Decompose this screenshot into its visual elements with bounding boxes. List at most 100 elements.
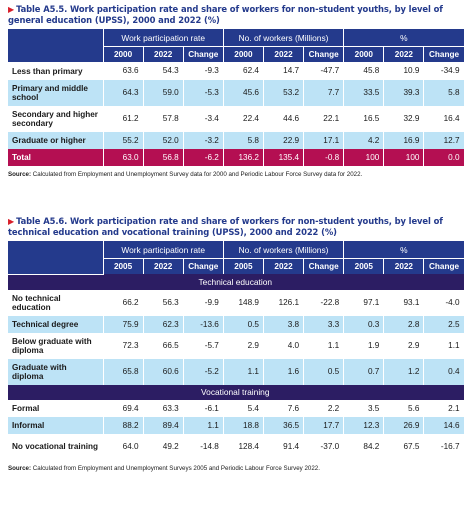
table-cell: 12.3: [343, 416, 385, 434]
table-cell: 56.8: [143, 148, 184, 166]
source-text: Calculated from Employment and Unemploym…: [32, 170, 363, 178]
row-label: Graduate or higher: [8, 131, 104, 149]
column-header: 2022: [383, 258, 425, 274]
table-cell: -47.7: [303, 62, 345, 80]
table-row: Below graduate with diploma 72.3 66.5 -5.7 2…: [8, 332, 465, 359]
row-label: Secondary and higher secondary: [8, 105, 104, 132]
table-cell: 66.5: [143, 332, 184, 359]
table-cell: 4.0: [263, 332, 305, 359]
table-cell: 49.2: [143, 433, 184, 460]
table-cell: -22.8: [303, 289, 345, 316]
table-cell: 89.4: [143, 416, 184, 434]
table-a5-6-block: ▶ Table A5.6. Work participation rate and…: [8, 216, 465, 472]
table-cell: 93.1: [383, 289, 425, 316]
table-cell: 18.8: [223, 416, 264, 434]
table-cell: 65.8: [103, 358, 144, 385]
table-cell: 69.4: [103, 399, 144, 417]
table-cell: 16.4: [423, 105, 465, 132]
row-label: Total: [8, 148, 104, 166]
table-cell: 16.5: [343, 105, 385, 132]
row-label: Below graduate with diploma: [8, 332, 104, 359]
table-a5-5-title: Table A5.5. Work participation rate and …: [8, 4, 443, 25]
table-a5-5-caption: ▶ Table A5.5. Work participation rate and…: [8, 4, 464, 26]
table-cell: 2.2: [303, 399, 345, 417]
table-cell: 2.9: [383, 332, 425, 359]
triangle-right-icon: ▶: [8, 217, 15, 226]
table-cell: 62.4: [223, 62, 264, 80]
group-header: %: [343, 29, 465, 47]
table-cell: 32.9: [383, 105, 425, 132]
table-cell: 64.0: [103, 433, 144, 460]
table-cell: -5.2: [183, 358, 224, 385]
table-cell: 64.3: [103, 79, 144, 106]
table-cell: -6.1: [183, 399, 224, 417]
table-cell: -37.0: [303, 433, 345, 460]
table-cell: 22.4: [223, 105, 264, 132]
table-row: Graduate or higher 55.2 52.0 -3.2 5.8 22.9 17.…: [8, 131, 465, 149]
table-cell: 5.6: [383, 399, 425, 417]
column-header: Change: [183, 258, 224, 274]
table-cell: 91.4: [263, 433, 305, 460]
table-cell: 44.6: [263, 105, 305, 132]
table-cell: 1.9: [343, 332, 385, 359]
row-label: Less than primary: [8, 62, 104, 80]
table-cell: 53.2: [263, 79, 305, 106]
table-cell: 63.6: [103, 62, 144, 80]
row-label: No vocational training: [8, 433, 104, 460]
table-cell: 0.7: [343, 358, 385, 385]
table-cell: 67.5: [383, 433, 425, 460]
section-label: Vocational training: [8, 384, 465, 400]
table-cell: -5.7: [183, 332, 224, 359]
table-cell: 75.9: [103, 315, 144, 333]
column-header: 2000: [343, 46, 385, 62]
table-cell: -16.7: [423, 433, 465, 460]
table-cell: -13.6: [183, 315, 224, 333]
group-header: Work participation rate: [103, 29, 224, 47]
section-row: Vocational training: [8, 384, 465, 400]
table-cell: 66.2: [103, 289, 144, 316]
table-cell: 7.7: [303, 79, 345, 106]
column-header: Change: [183, 46, 224, 62]
table-cell: 1.1: [303, 332, 345, 359]
table-cell: 2.8: [383, 315, 425, 333]
table-cell: 135.4: [263, 148, 305, 166]
table-cell: -9.9: [183, 289, 224, 316]
group-header: %: [343, 241, 465, 259]
table-cell: -3.4: [183, 105, 224, 132]
table-cell: -6.2: [183, 148, 224, 166]
table-cell: 0.4: [423, 358, 465, 385]
table-cell: 54.3: [143, 62, 184, 80]
table-cell: 12.7: [423, 131, 465, 149]
table-cell: 0.3: [343, 315, 385, 333]
table-cell: 3.5: [343, 399, 385, 417]
section-row: Technical education: [8, 274, 465, 290]
column-header: 2022: [263, 258, 305, 274]
table-cell: 63.3: [143, 399, 184, 417]
table-cell: 57.8: [143, 105, 184, 132]
column-header: 2000: [103, 46, 144, 62]
table-row: Total 63.0 56.8 -6.2 136.2 135.4 -0.8 100 100 0.0: [8, 148, 465, 166]
table-row: Informal 88.2 89.4 1.1 18.8 36.5 17.7 12.3 26.9 1…: [8, 416, 465, 434]
table-cell: 45.6: [223, 79, 264, 106]
row-label: Graduate with diploma: [8, 358, 104, 385]
source-label: Source:: [8, 170, 32, 178]
table-cell: 22.1: [303, 105, 345, 132]
table-cell: 17.1: [303, 131, 345, 149]
table-cell: 52.0: [143, 131, 184, 149]
table-cell: 88.2: [103, 416, 144, 434]
row-label: Technical degree: [8, 315, 104, 333]
table-cell: -9.3: [183, 62, 224, 80]
table-cell: 56.3: [143, 289, 184, 316]
table-cell: 36.5: [263, 416, 305, 434]
table-cell: 5.8: [223, 131, 264, 149]
column-header: 2022: [263, 46, 305, 62]
row-label: Formal: [8, 399, 104, 417]
table-row: Less than primary 63.6 54.3 -9.3 62.4 14.7 -47…: [8, 62, 465, 80]
table-cell: -14.8: [183, 433, 224, 460]
table-cell: 45.8: [343, 62, 385, 80]
table-cell: 14.7: [263, 62, 305, 80]
table-row: No vocational training 64.0 49.2 -14.8 128.4…: [8, 433, 465, 460]
table-cell: 26.9: [383, 416, 425, 434]
table-cell: 55.2: [103, 131, 144, 149]
source-label: Source:: [8, 464, 32, 472]
